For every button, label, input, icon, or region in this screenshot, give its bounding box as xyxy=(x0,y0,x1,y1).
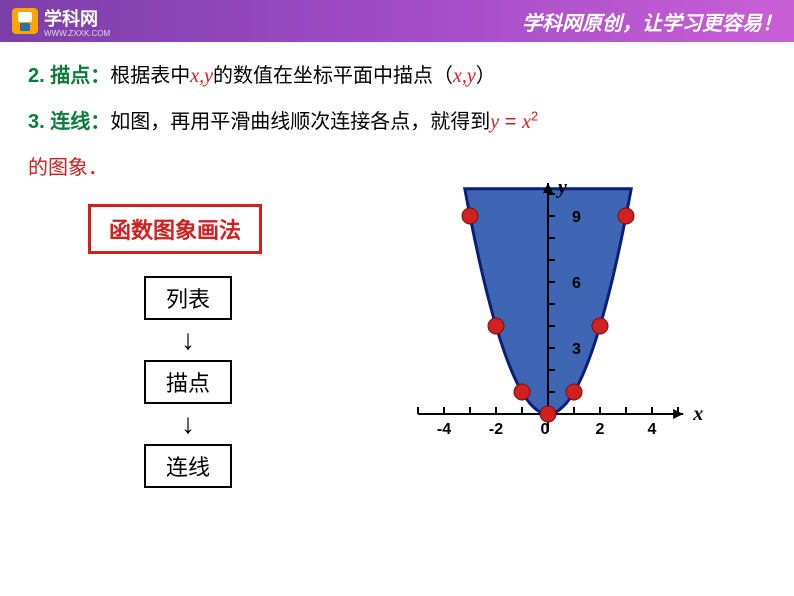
step-3-number: 3. xyxy=(28,111,50,133)
step-2-number: 2. xyxy=(28,65,50,87)
eq-x: x xyxy=(522,111,531,133)
step-2-text-a: 根据表中 xyxy=(110,65,190,87)
eq-sup: 2 xyxy=(531,108,538,123)
step-3-text-a: 如图，再用平滑曲线顺次连接各点，就得到 xyxy=(110,111,490,133)
step-box-2: 描点 xyxy=(144,360,232,404)
var-xy-2: x,y xyxy=(453,65,476,87)
step-3-label: 连线 xyxy=(50,111,90,133)
data-point xyxy=(540,406,556,422)
arrow-2: ↓ xyxy=(181,410,195,438)
x-tick-label: -4 xyxy=(437,421,451,438)
y-tick-label: 6 xyxy=(572,275,581,292)
x-tick-label: 4 xyxy=(648,421,657,438)
left-column: 函数图象画法 列表 ↓ 描点 ↓ 连线 xyxy=(28,204,348,494)
chart-column: -4-2243690xy xyxy=(348,204,766,494)
x-axis-label: x xyxy=(692,403,703,425)
step-2-line: 2. 描点：根据表中x,y的数值在坐标平面中描点（x,y） xyxy=(28,60,766,92)
logo-text: 学科网 xyxy=(44,5,110,31)
step-2-text-c: ） xyxy=(476,65,496,87)
var-xy-1: x,y xyxy=(190,65,213,87)
data-point xyxy=(592,318,608,334)
logo-icon xyxy=(12,8,38,34)
x-tick-label: -2 xyxy=(489,421,503,438)
step-3-colon: ： xyxy=(90,111,110,133)
data-point xyxy=(488,318,504,334)
header-bar: 学科网 WWW.ZXXK.COM 学科网原创，让学习更容易！ xyxy=(0,0,794,42)
data-point xyxy=(566,384,582,400)
data-point xyxy=(462,208,478,224)
step-box-3: 连线 xyxy=(144,444,232,488)
data-point xyxy=(618,208,634,224)
data-point xyxy=(514,384,530,400)
step-2-colon: ： xyxy=(90,65,110,87)
y-tick-label: 3 xyxy=(572,341,581,358)
arrow-1: ↓ xyxy=(181,326,195,354)
content-area: 2. 描点：根据表中x,y的数值在坐标平面中描点（x,y） 3. 连线：如图，再… xyxy=(0,42,794,512)
logo-url: WWW.ZXXK.COM xyxy=(44,29,110,38)
steps-flow: 列表 ↓ 描点 ↓ 连线 xyxy=(118,270,258,494)
method-title-box: 函数图象画法 xyxy=(88,204,262,254)
y-axis-label: y xyxy=(556,177,567,199)
step-2-label: 描点 xyxy=(50,65,90,87)
eq-equals: = xyxy=(499,111,522,133)
step-3-line: 3. 连线：如图，再用平滑曲线顺次连接各点，就得到y = x2 xyxy=(28,106,766,138)
main-row: 函数图象画法 列表 ↓ 描点 ↓ 连线 -4-2243690xy xyxy=(28,204,766,494)
eq-y: y xyxy=(490,111,499,133)
x-tick-label: 2 xyxy=(596,421,605,438)
step-box-1: 列表 xyxy=(144,276,232,320)
origin-label: 0 xyxy=(541,421,550,438)
logo-area: 学科网 WWW.ZXXK.COM xyxy=(12,5,110,38)
header-tagline: 学科网原创，让学习更容易！ xyxy=(522,7,782,36)
parabola-chart: -4 -2 2 4 3 6 9 0 x y xyxy=(378,174,738,474)
step-2-text-b: 的数值在坐标平面中描点（ xyxy=(213,65,453,87)
y-tick-label: 9 xyxy=(572,209,581,226)
